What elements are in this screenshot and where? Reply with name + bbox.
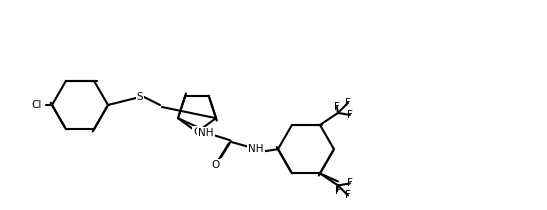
Text: F: F: [347, 110, 353, 120]
Text: Cl: Cl: [32, 100, 42, 110]
Text: F: F: [345, 98, 351, 108]
Text: NH: NH: [248, 144, 264, 154]
Text: F: F: [335, 186, 341, 196]
Text: NH: NH: [198, 128, 214, 138]
Text: F: F: [345, 190, 351, 200]
Text: F: F: [347, 178, 353, 188]
Text: O: O: [212, 160, 220, 170]
Text: S: S: [137, 92, 143, 102]
Text: F: F: [334, 102, 340, 112]
Text: O: O: [193, 127, 201, 137]
